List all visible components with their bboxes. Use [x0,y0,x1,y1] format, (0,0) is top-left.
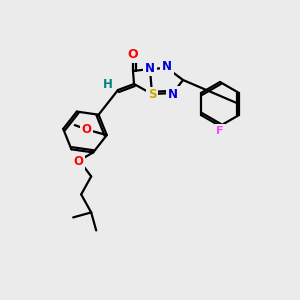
Text: N: N [162,61,172,74]
Text: O: O [73,155,83,168]
Text: N: N [145,61,155,74]
Text: S: S [148,88,156,101]
Text: F: F [216,126,224,136]
Text: O: O [82,123,92,136]
Text: O: O [128,49,138,62]
Text: N: N [168,88,178,100]
Text: H: H [103,77,113,91]
